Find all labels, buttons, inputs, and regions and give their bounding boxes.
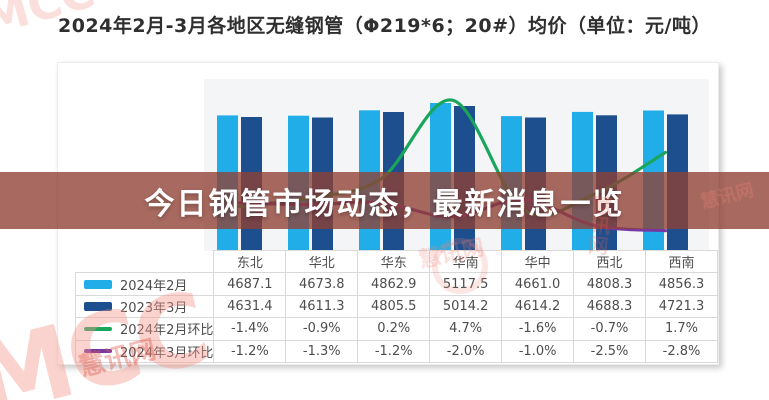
region-header-华北: 华北	[285, 249, 359, 274]
legend-cell: 2023年3月	[74, 294, 215, 319]
region-header-东北: 东北	[213, 249, 287, 274]
region-header-华中: 华中	[501, 249, 575, 274]
region-header-华南: 华南	[429, 249, 503, 274]
table-cell: 4808.3	[573, 272, 646, 296]
table-cell: -2.8%	[644, 339, 719, 363]
table-row: 2024年2月 4687.1 4673.8 4862.9 5117.5 4661.0 480…	[74, 272, 719, 296]
legend-label: 2023年3月	[120, 300, 188, 316]
region-header-华东: 华东	[357, 249, 431, 274]
table-cell: -0.9%	[285, 317, 359, 341]
table-cell: -1.4%	[213, 317, 287, 341]
region-header-西南: 西南	[644, 249, 719, 274]
table-cell: -2.5%	[573, 339, 646, 363]
table-cell: 4.7%	[429, 317, 503, 341]
legend-inner: 2024年2月环比	[77, 319, 214, 339]
table-header-row: 东北 华北 华东 华南 华中 西北 西南	[76, 249, 719, 274]
news-banner-text: 今日钢管市场动态，最新消息一览	[144, 186, 625, 222]
table-cell: -2.0%	[429, 339, 503, 363]
chart-title: 2024年2月-3月各地区无缝钢管（Φ219*6；20#）均价（单位：元/吨）	[58, 15, 711, 37]
table-cell: 1.7%	[644, 317, 719, 341]
table-cell: 4688.3	[573, 294, 646, 319]
table-cell: 4721.3	[644, 294, 719, 319]
table-cell: 5014.2	[429, 294, 503, 319]
table-cell: 4673.8	[285, 272, 359, 296]
table-cell: 4805.5	[357, 294, 431, 319]
data-table: 东北 华北 华东 华南 华中 西北 西南 2024年2月 4687.1 4673.8 4862.9 5…	[74, 249, 719, 363]
legend-label: 2024年2月	[120, 278, 188, 294]
table-cell: 4687.1	[213, 272, 287, 296]
table-corner-cell	[76, 251, 214, 273]
table-cell: -0.7%	[573, 317, 646, 341]
table-cell: 4614.2	[501, 294, 575, 319]
bar-legend-swatch-icon	[84, 279, 112, 289]
table-cell: -1.0%	[501, 339, 575, 363]
legend-cell: 2024年3月环比	[74, 339, 215, 363]
table-cell: -1.2%	[213, 339, 287, 363]
legend-label: 2024年2月环比	[120, 323, 214, 339]
table-cell: -1.2%	[357, 339, 431, 363]
table-row: 2024年3月环比 -1.2% -1.3% -1.2% -2.0% -1.0% -2.5% -…	[74, 339, 719, 363]
news-banner: 今日钢管市场动态，最新消息一览	[0, 172, 769, 229]
legend-inner: 2023年3月	[77, 297, 213, 316]
table-cell: 4611.3	[285, 294, 359, 319]
line-legend-swatch-icon	[84, 349, 112, 354]
table-row: 2023年3月 4631.4 4611.3 4805.5 5014.2 4614.2 468…	[74, 294, 719, 319]
table-cell: 0.2%	[357, 317, 431, 341]
legend-cell: 2024年2月环比	[74, 317, 215, 341]
bar-legend-swatch-icon	[84, 301, 112, 311]
table-cell: 4661.0	[501, 272, 575, 296]
table-cell: 5117.5	[429, 272, 503, 296]
table-cell: 4862.9	[357, 272, 431, 296]
table-cell: 4856.3	[644, 272, 719, 296]
region-header-西北: 西北	[573, 249, 646, 274]
table-cell: -1.3%	[285, 339, 359, 363]
line-legend-swatch-icon	[84, 326, 112, 331]
legend-cell: 2024年2月	[74, 272, 215, 296]
legend-label: 2024年3月环比	[120, 345, 214, 361]
legend-inner: 2024年3月环比	[77, 342, 214, 361]
table-cell: 4631.4	[213, 294, 287, 319]
table-cell: -1.6%	[501, 317, 575, 341]
legend-inner: 2024年2月	[77, 275, 213, 294]
table-row: 2024年2月环比 -1.4% -0.9% 0.2% 4.7% -1.6% -0.7% 1.7…	[74, 317, 719, 341]
